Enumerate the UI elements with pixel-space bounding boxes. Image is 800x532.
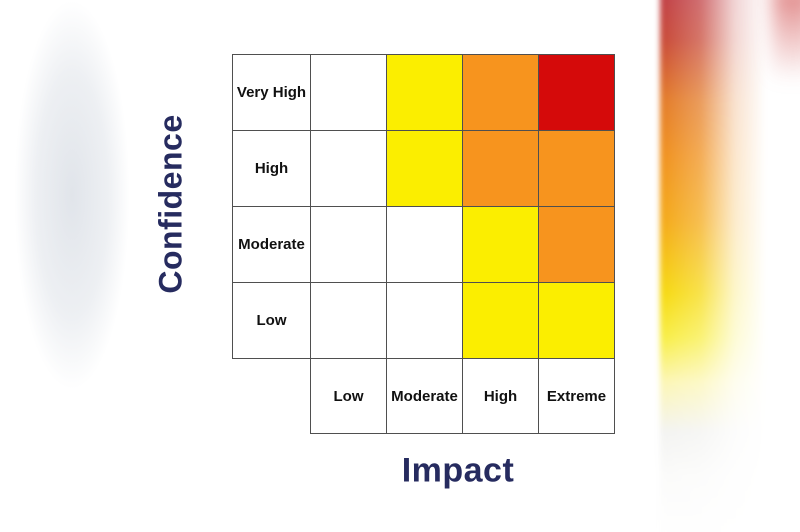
left-blur-band: [0, 0, 160, 460]
row-label-high: High: [232, 130, 311, 207]
matrix-cell-none: [310, 130, 387, 207]
matrix-cell-none: [310, 54, 387, 131]
column-label-low: Low: [310, 358, 387, 434]
risk-matrix-grid: Very High High Moderate Low Low Moderate High E…: [232, 54, 615, 434]
right-blur-band: [660, 0, 775, 532]
matrix-cell-yellow: [386, 54, 463, 131]
matrix-body: Very High High Moderate Low Low Moderate High E…: [232, 54, 615, 434]
matrix-cell-yellow: [538, 282, 615, 359]
matrix-cell-orange: [538, 206, 615, 283]
row-label-low: Low: [232, 282, 311, 359]
y-axis-title: Confidence: [152, 114, 189, 294]
matrix-cell-none: [310, 206, 387, 283]
matrix-cell-yellow: [462, 206, 539, 283]
matrix-cell-none: [386, 282, 463, 359]
column-label-extreme: Extreme: [538, 358, 615, 434]
x-axis-title: Impact: [401, 451, 515, 490]
matrix-cell-red: [538, 54, 615, 131]
matrix-cell-orange: [462, 54, 539, 131]
matrix-cell-yellow: [386, 130, 463, 207]
column-label-high: High: [462, 358, 539, 434]
top-right-tint: [772, 0, 800, 81]
row-label-very-high: Very High: [232, 54, 311, 131]
row-label-moderate: Moderate: [232, 206, 311, 283]
matrix-cell-yellow: [462, 282, 539, 359]
corner-spacer: [233, 359, 311, 434]
column-label-moderate: Moderate: [386, 358, 463, 434]
matrix-cell-orange: [462, 130, 539, 207]
matrix-cell-none: [386, 206, 463, 283]
matrix-cell-orange: [538, 130, 615, 207]
matrix-cell-none: [310, 282, 387, 359]
